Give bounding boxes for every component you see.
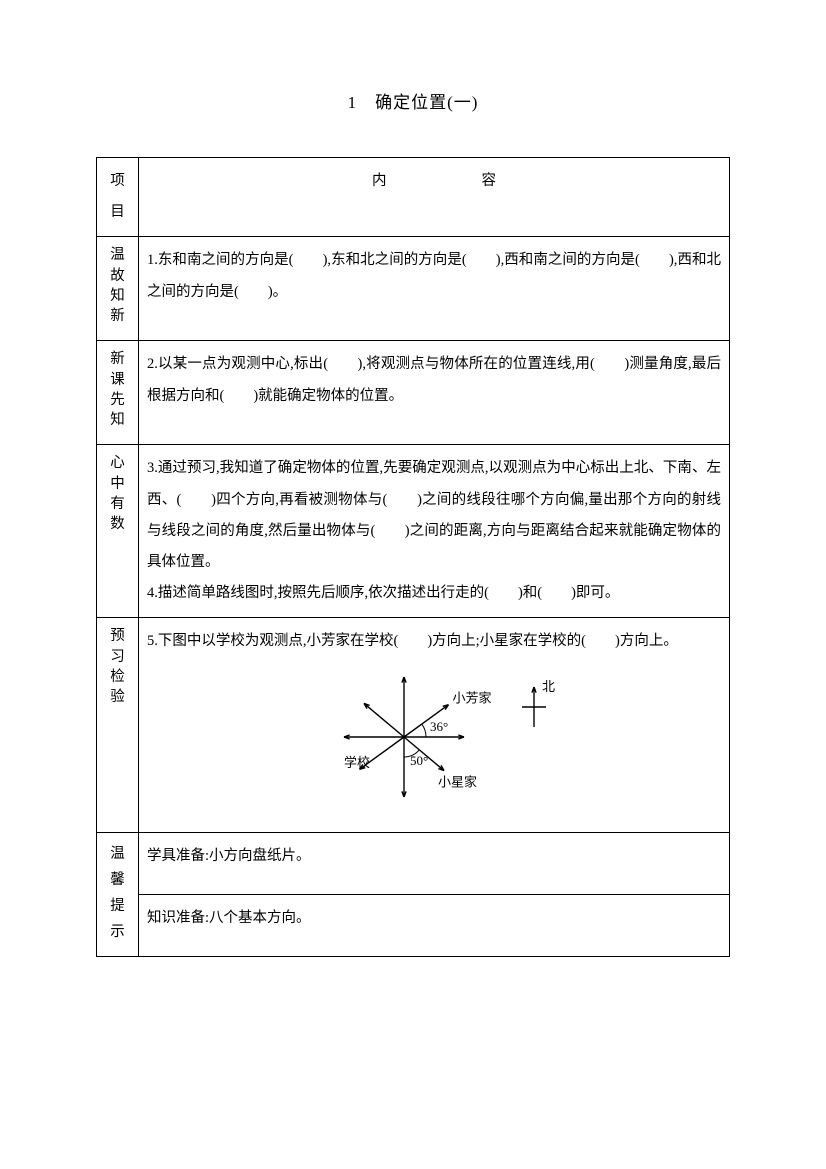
direction-diagram: 小芳家小星家 学校 36° 50° 北 [284,662,584,812]
row2-label-cell: 新课先知 [97,341,139,445]
table-row: 心中有数 3.通过预习,我知道了确定物体的位置,先要确定观测点,以观测点为中心标… [97,445,730,618]
row1-content-cell: 1.东和南之间的方向是( ),东和北之间的方向是( ),西和南之间的方向是( )… [139,237,730,341]
row3-text: 3.通过预习,我知道了确定物体的位置,先要确定观测点,以观测点为中心标出上北、下… [147,460,721,570]
svg-text:北: 北 [542,679,555,694]
table-row: 知识准备:八个基本方向。 [97,894,730,956]
row4-text: 5.下图中以学校为观测点,小芳家在学校( )方向上;小星家在学校的( )方向上。 [147,626,721,657]
row4-label: 预习检验 [110,626,125,707]
col-header-content: 内 容 [139,158,730,237]
row3-label: 心中有数 [110,453,125,534]
row5-line2-cell: 知识准备:八个基本方向。 [139,894,730,956]
row2-label: 新课先知 [110,349,125,430]
svg-text:36°: 36° [430,719,448,734]
row2-content-cell: 2.以某一点为观测中心,标出( ),将观测点与物体所在的位置连线,用( )测量角… [139,341,730,445]
svg-text:小芳家: 小芳家 [452,690,491,705]
svg-text:50°: 50° [410,753,428,768]
row4-content-cell: 5.下图中以学校为观测点,小芳家在学校( )方向上;小星家在学校的( )方向上。… [139,618,730,832]
col-header-project-text: 项目 [110,173,125,220]
row1-label-cell: 温故知新 [97,237,139,341]
table-row: 预习检验 5.下图中以学校为观测点,小芳家在学校( )方向上;小星家在学校的( … [97,618,730,832]
worksheet-table: 项目 内 容 温故知新 1.东和南之间的方向是( ),东和北之间的方向是( ),… [96,157,730,957]
col-header-project: 项目 [97,158,139,237]
page-title: 1 确定位置(一) [96,88,730,113]
table-header-row: 项目 内 容 [97,158,730,237]
row5-line2: 知识准备:八个基本方向。 [147,910,311,926]
svg-text:小星家: 小星家 [438,774,477,789]
col-header-content-text: 内 容 [350,173,518,189]
row3-label-cell: 心中有数 [97,445,139,618]
svg-text:学校: 学校 [344,755,370,770]
table-row: 温馨提示 学具准备:小方向盘纸片。 [97,832,730,894]
row2-text: 2.以某一点为观测中心,标出( ),将观测点与物体所在的位置连线,用( )测量角… [147,356,721,403]
diagram-wrap: 小芳家小星家 学校 36° 50° 北 [147,662,721,824]
row3-content-cell: 3.通过预习,我知道了确定物体的位置,先要确定观测点,以观测点为中心标出上北、下… [139,445,730,618]
page: 1 确定位置(一) 项目 内 容 温故知新 1.东和南之间的方向是( ),东和北… [0,0,826,1169]
row3-text2: 4.描述简单路线图时,按照先后顺序,依次描述出行走的( )和( )即可。 [147,585,619,601]
row5-line1-cell: 学具准备:小方向盘纸片。 [139,832,730,894]
row5-line1: 学具准备:小方向盘纸片。 [147,848,311,864]
table-row: 新课先知 2.以某一点为观测中心,标出( ),将观测点与物体所在的位置连线,用(… [97,341,730,445]
row4-label-cell: 预习检验 [97,618,139,832]
row1-label: 温故知新 [110,245,125,326]
table-row: 温故知新 1.东和南之间的方向是( ),东和北之间的方向是( ),西和南之间的方… [97,237,730,341]
row5-label: 温馨提示 [110,841,125,945]
row1-text: 1.东和南之间的方向是( ),东和北之间的方向是( ),西和南之间的方向是( )… [147,252,721,299]
row5-label-cell: 温馨提示 [97,832,139,956]
